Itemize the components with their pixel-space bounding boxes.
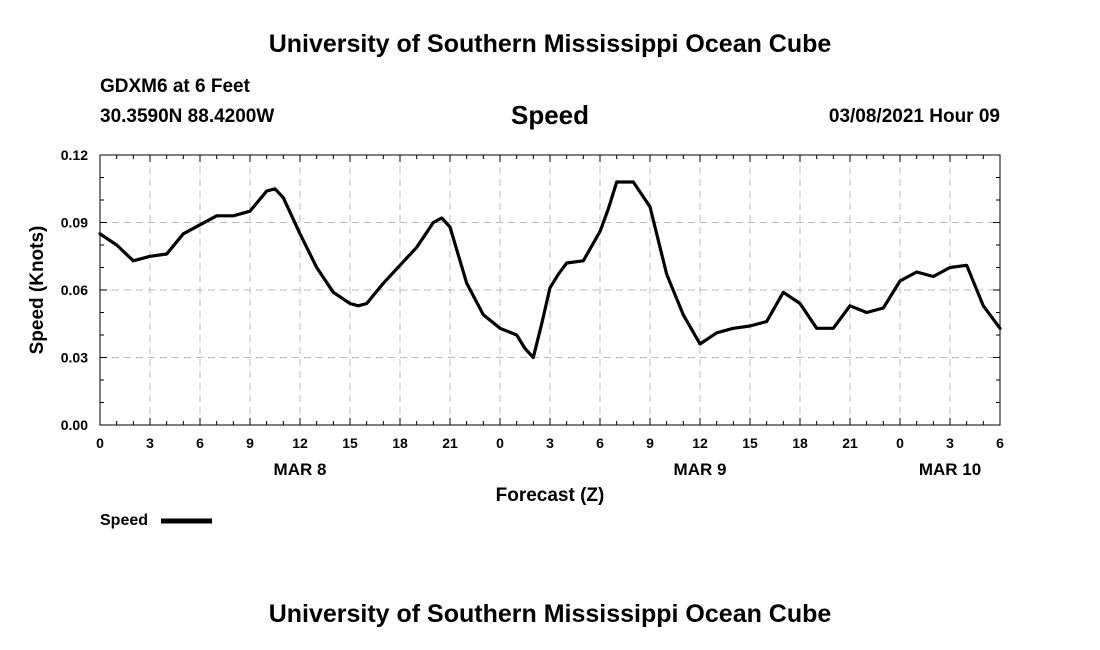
x-tick-label: 12 [292,435,308,451]
x-tick-label: 0 [896,435,904,451]
x-tick-label: 3 [146,435,154,451]
coordinates-label: 30.3590N 88.4200W [100,106,275,127]
x-tick-label: 21 [842,435,858,451]
x-axis-label: Forecast (Z) [496,485,605,506]
x-tick-label: 18 [392,435,408,451]
x-tick-label: 6 [196,435,204,451]
x-tick-label: 0 [96,435,104,451]
datetime-label: 03/08/2021 Hour 09 [828,106,1000,127]
series-line-speed [98,180,1002,360]
legend: Speed [100,512,212,529]
y-axis-label: Speed (Knots) [27,226,48,355]
x-tick-label: 9 [646,435,654,451]
y-tick-label: 0.03 [61,350,88,366]
x-tick-label: 6 [596,435,604,451]
plot-frame [99,154,1001,426]
chart-title: Speed [510,100,590,130]
date-label: MAR 10 [919,460,981,479]
page-title: University of Southern Mississippi Ocean… [268,30,832,58]
y-tick-label: 0.00 [61,417,88,433]
x-tick-label: 3 [946,435,954,451]
station-label: GDXM6 at 6 Feet [100,76,250,97]
date-label: MAR 8 [274,460,327,479]
date-label: MAR 9 [674,460,727,479]
x-tick-label: 9 [246,435,254,451]
legend-label: Speed [100,512,148,529]
y-tick-label: 0.12 [61,147,88,163]
x-tick-label: 0 [496,435,504,451]
series-layer [98,180,1002,360]
x-tick-label: 6 [996,435,1004,451]
x-tick-label: 15 [342,435,358,451]
x-tick-label: 3 [546,435,554,451]
x-tick-label: 12 [692,435,708,451]
y-tick-label: 0.06 [61,282,88,298]
y-tick-label: 0.09 [61,215,88,231]
x-tick-label: 21 [442,435,458,451]
footer-title: University of Southern Mississippi Ocean… [268,600,832,628]
axis-labels: 0 3 6 9 12 15 18 21 0 3 6 9 12 15 18 21 0 3 6 0.00 0.03 0.06 0… [61,147,1004,479]
x-tick-label: 18 [792,435,808,451]
x-tick-label: 15 [742,435,758,451]
